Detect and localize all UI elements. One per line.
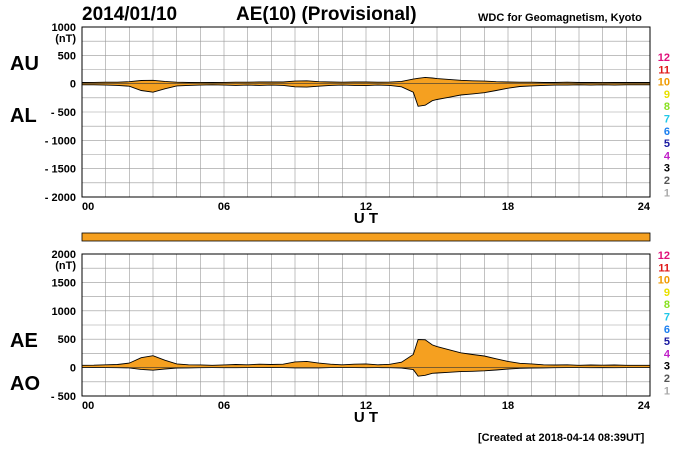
y-tick-label: 2000 — [52, 249, 76, 261]
station-legend-item: 3 — [664, 163, 670, 175]
station-legend-item: 4 — [664, 150, 671, 162]
x-tick-label: 24 — [638, 201, 651, 213]
station-legend-item: 9 — [664, 287, 670, 299]
station-legend-item: 5 — [664, 336, 670, 348]
station-legend-item: 2 — [664, 175, 670, 187]
series-line-ae — [81, 339, 650, 366]
x-tick-label: 24 — [638, 400, 651, 412]
station-legend-item: 10 — [658, 77, 670, 89]
y-tick-label: 1000 — [52, 306, 76, 318]
date-heading: 2014/01/10 — [82, 4, 178, 25]
y-axis-unit: (nT) — [55, 33, 76, 45]
station-legend-item: 10 — [658, 275, 670, 287]
station-legend-item: 8 — [664, 101, 670, 113]
data-coverage-bar — [81, 232, 651, 242]
y-tick-label: - 500 — [51, 391, 76, 403]
x-tick-label: 06 — [218, 400, 230, 412]
y-tick-label: - 500 — [51, 107, 76, 119]
series-label-ao: AO — [10, 373, 40, 395]
y-axis-unit: (nT) — [55, 260, 76, 272]
station-legend-item: 9 — [664, 89, 670, 101]
y-tick-label: - 2000 — [45, 192, 76, 204]
station-legend-item: 2 — [664, 373, 670, 385]
x-tick-label: 00 — [82, 201, 94, 213]
y-tick-label: - 1500 — [45, 164, 76, 176]
station-legend-item: 12 — [658, 250, 670, 262]
y-tick-label: 500 — [58, 50, 76, 62]
y-tick-label: 1500 — [52, 277, 76, 289]
station-legend-item: 8 — [664, 299, 670, 311]
y-tick-label: - 1000 — [45, 135, 76, 147]
series-line-au — [81, 76, 650, 83]
x-axis-title: U T — [354, 210, 378, 227]
x-axis-title: U T — [354, 409, 378, 426]
station-legend-item: 4 — [664, 348, 671, 360]
station-legend-item: 7 — [664, 312, 670, 324]
series-label-al: AL — [10, 105, 37, 127]
y-tick-label: 1000 — [52, 22, 76, 34]
station-legend-item: 6 — [664, 324, 670, 336]
y-tick-label: 0 — [70, 363, 76, 375]
station-legend-item: 11 — [658, 64, 670, 76]
created-timestamp: [Created at 2018-04-14 08:39UT] — [478, 432, 645, 444]
station-legend-item: 5 — [664, 138, 670, 150]
x-tick-label: 06 — [218, 201, 230, 213]
series-label-ae: AE — [10, 330, 38, 352]
station-legend-item: 11 — [658, 262, 670, 274]
series-label-au: AU — [10, 53, 39, 75]
station-legend-item: 7 — [664, 114, 670, 126]
station-legend-item: 3 — [664, 361, 670, 373]
x-tick-label: 18 — [502, 400, 514, 412]
x-tick-label: 00 — [82, 400, 94, 412]
page-title: AE(10) (Provisional) — [236, 4, 417, 25]
y-tick-label: 0 — [70, 79, 76, 91]
x-tick-label: 12 — [360, 201, 372, 213]
station-legend-item: 6 — [664, 126, 670, 138]
organization-label: WDC for Geomagnetism, Kyoto — [478, 12, 642, 24]
x-tick-label: 18 — [502, 201, 514, 213]
envelope-fill — [82, 339, 650, 377]
station-legend-item: 1 — [664, 385, 670, 397]
series-line-al — [82, 84, 650, 107]
envelope-fill — [82, 77, 650, 107]
y-tick-label: 500 — [58, 334, 76, 346]
plot-frame — [81, 26, 651, 198]
plot-frame — [81, 253, 651, 397]
station-legend-item: 1 — [664, 187, 670, 199]
x-tick-label: 12 — [360, 400, 372, 412]
station-legend-item: 12 — [658, 52, 670, 64]
